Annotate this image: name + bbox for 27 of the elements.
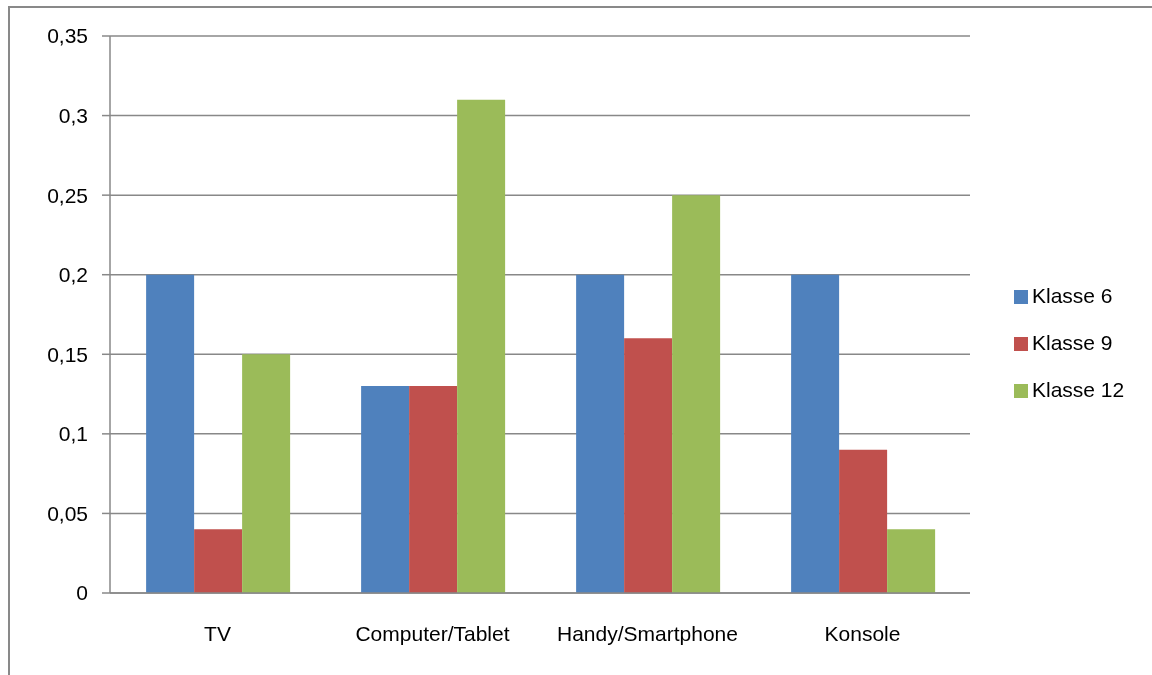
bar bbox=[576, 274, 625, 593]
y-tick-label: 0,25 bbox=[47, 183, 88, 207]
bar bbox=[791, 274, 840, 593]
bar bbox=[409, 386, 458, 593]
legend-label: Klasse 12 bbox=[1032, 378, 1125, 401]
bar bbox=[672, 195, 721, 593]
bar bbox=[457, 99, 506, 593]
bar bbox=[624, 338, 673, 593]
bar bbox=[839, 449, 888, 593]
y-tick-label: 0,3 bbox=[58, 104, 88, 128]
bar bbox=[361, 386, 410, 593]
bar bbox=[887, 529, 936, 593]
bar bbox=[194, 529, 243, 593]
bar bbox=[146, 274, 195, 593]
x-tick-label: Handy/Smartphone bbox=[557, 621, 738, 645]
y-tick-label: 0,15 bbox=[47, 342, 88, 366]
legend-label: Klasse 6 bbox=[1032, 284, 1113, 307]
y-tick-label: 0,05 bbox=[47, 501, 88, 525]
bar bbox=[242, 354, 291, 593]
legend-label: Klasse 9 bbox=[1032, 331, 1113, 354]
x-tick-label: Konsole bbox=[824, 621, 901, 645]
y-tick-label: 0,2 bbox=[58, 263, 88, 287]
x-tick-label: TV bbox=[204, 621, 231, 645]
y-tick-label: 0,35 bbox=[47, 24, 88, 48]
y-tick-label: 0,1 bbox=[58, 422, 88, 446]
x-tick-label: Computer/Tablet bbox=[355, 621, 510, 645]
y-tick-label: 0 bbox=[76, 581, 88, 605]
